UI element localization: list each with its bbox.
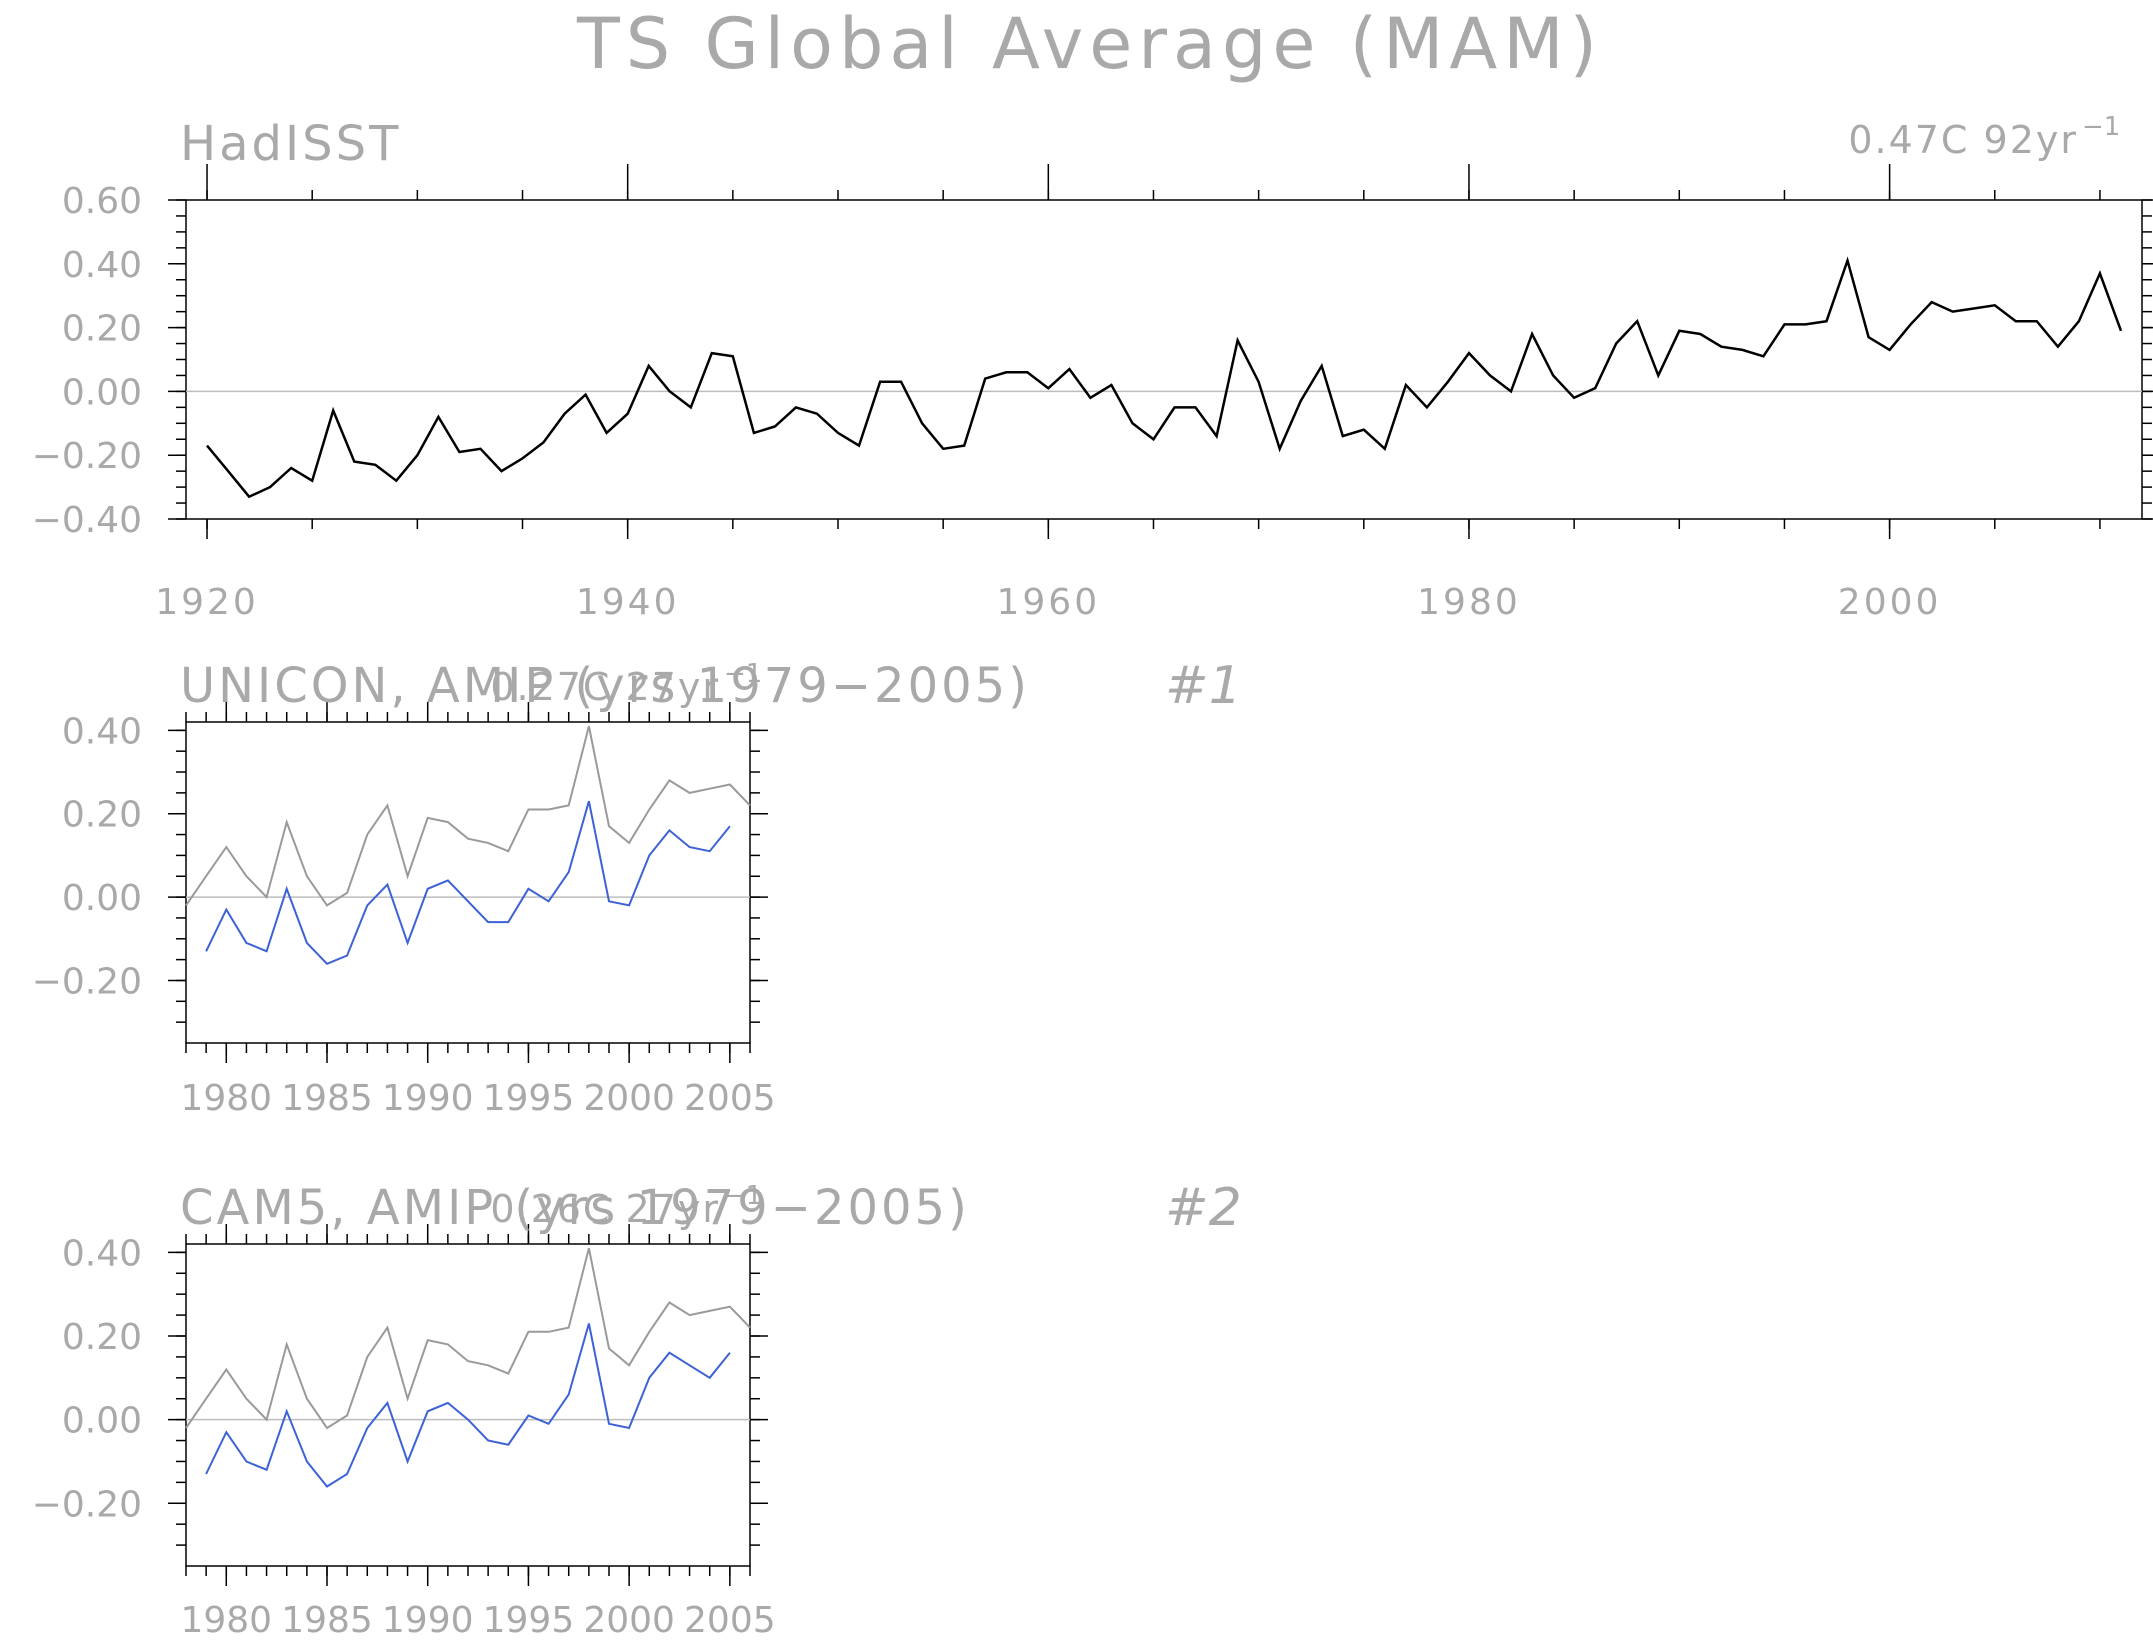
x-tick-label: 1990 <box>382 1600 474 1640</box>
x-tick-label: 1995 <box>483 1600 575 1640</box>
x-tick-label: 1990 <box>382 1078 474 1119</box>
y-tick-label: −0.40 <box>32 500 142 541</box>
trend-label: 0.47C 92yr <box>1848 118 2078 162</box>
x-tick-label: 1980 <box>180 1078 272 1119</box>
y-tick-label: 0.20 <box>62 1317 142 1358</box>
figure-title: TS Global Average (MAM) <box>576 3 1603 85</box>
chart-panel-1: 0.60 0.40 0.20 0.00 −0.20 −0.40 1920 1940 1960 19… <box>32 112 2153 623</box>
x-tick-label: 1980 <box>1417 582 1521 623</box>
panel-title: UNICON, AMIP (yrs 1979−2005) <box>180 658 1030 714</box>
observations-series-line <box>185 725 751 907</box>
trend-exponent: −1 <box>724 659 762 689</box>
y-tick-label: 0.20 <box>62 309 142 350</box>
y-tick-label: 0.00 <box>62 878 142 919</box>
x-tick-label: 1960 <box>997 582 1101 623</box>
y-tick-label: −0.20 <box>32 961 142 1002</box>
y-tick-label: 0.40 <box>62 1233 142 1274</box>
data-series-line <box>206 256 2123 499</box>
case-label: #2 <box>1165 1178 1242 1238</box>
y-tick-label: 0.00 <box>62 372 142 413</box>
y-tick-label: 0.60 <box>62 181 142 222</box>
x-tick-label: 2005 <box>684 1600 776 1640</box>
x-tick-label: 1920 <box>155 582 259 623</box>
y-tick-label: 0.20 <box>62 795 142 836</box>
x-tick-label: 2000 <box>583 1600 675 1640</box>
panel-title: HadISST <box>180 116 401 172</box>
chart-panel-2: 0.40 0.20 0.00 −0.20 1980 1985 1990 1995 2000 200… <box>32 656 1242 1119</box>
y-tick-label: −0.20 <box>32 436 142 477</box>
x-tick-label: 2005 <box>684 1078 776 1119</box>
trend-exponent: −1 <box>724 1181 762 1211</box>
chart-panel-3: 0.40 0.20 0.00 −0.20 1980 1985 1990 1995 2000 200… <box>32 1178 1242 1640</box>
model-series-line <box>205 1323 731 1488</box>
x-tick-label: 1995 <box>483 1078 575 1119</box>
y-tick-label: −0.20 <box>32 1484 142 1525</box>
x-tick-label: 2000 <box>1838 582 1942 623</box>
x-tick-label: 1985 <box>281 1600 373 1640</box>
observations-series-line <box>185 1247 751 1430</box>
model-series-line <box>205 800 731 965</box>
x-tick-label: 1985 <box>281 1078 373 1119</box>
case-label: #1 <box>1165 656 1242 716</box>
trend-exponent: −1 <box>2082 112 2120 142</box>
plot-frame <box>185 199 2143 520</box>
panel-title: CAM5, AMIP (yrs 1979−2005) <box>180 1180 970 1236</box>
x-tick-label: 2000 <box>583 1078 675 1119</box>
trend-label: 0.26C 27yr <box>490 1187 720 1231</box>
y-tick-label: 0.40 <box>62 711 142 752</box>
trend-label: 0.27C 27yr <box>490 665 720 709</box>
y-tick-label: 0.00 <box>62 1401 142 1442</box>
x-tick-label: 1940 <box>576 582 680 623</box>
chart-panels: 0.60 0.40 0.20 0.00 −0.20 −0.40 1920 1940 1960 19… <box>32 112 2153 1640</box>
x-tick-label: 1980 <box>180 1600 272 1640</box>
y-tick-label: 0.40 <box>62 245 142 286</box>
